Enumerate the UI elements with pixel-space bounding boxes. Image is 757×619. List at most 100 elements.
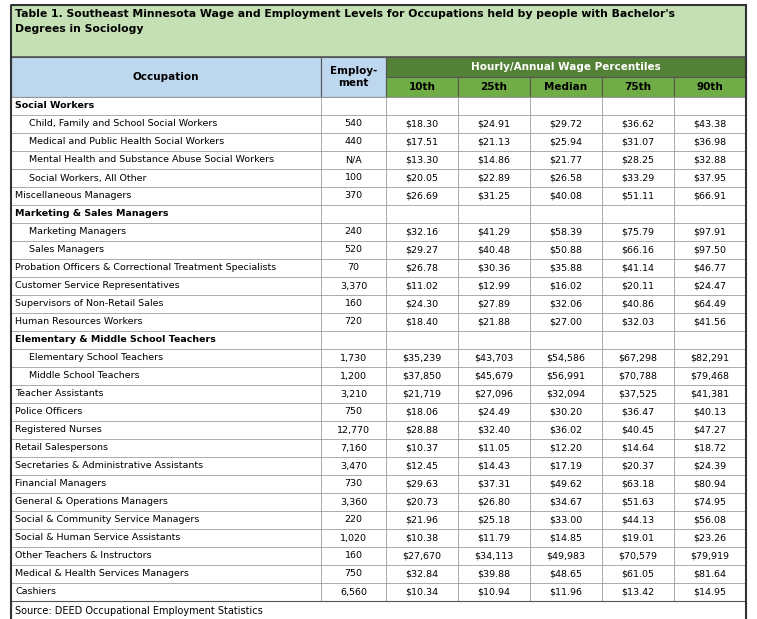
Bar [321, 151, 386, 169]
Text: $21.77: $21.77 [550, 155, 582, 165]
Bar [602, 475, 674, 493]
Bar [321, 565, 386, 583]
Bar [530, 493, 602, 511]
Bar [602, 583, 674, 601]
Bar [321, 313, 386, 331]
Text: Source: DEED Occupational Employment Statistics: Source: DEED Occupational Employment Sta… [15, 606, 263, 616]
Text: $44.13: $44.13 [621, 516, 655, 524]
Text: $14.86: $14.86 [478, 155, 510, 165]
Text: $24.49: $24.49 [478, 407, 510, 417]
Bar [530, 169, 602, 187]
Text: $27,096: $27,096 [475, 389, 513, 399]
Text: Social Workers, All Other: Social Workers, All Other [29, 173, 147, 183]
Bar [11, 421, 321, 439]
Bar [674, 475, 746, 493]
Text: $21.13: $21.13 [478, 137, 510, 147]
Text: Middle School Teachers: Middle School Teachers [29, 371, 139, 381]
Text: 90th: 90th [696, 82, 724, 92]
Text: $11.96: $11.96 [550, 587, 582, 597]
Text: 220: 220 [344, 516, 363, 524]
Text: $16.02: $16.02 [550, 282, 582, 290]
Bar [386, 349, 458, 367]
Bar [674, 493, 746, 511]
Text: $33.00: $33.00 [550, 516, 583, 524]
Bar [11, 493, 321, 511]
Bar [530, 547, 602, 565]
Text: $23.26: $23.26 [693, 534, 727, 542]
Text: $27.89: $27.89 [478, 300, 510, 308]
Text: N/A: N/A [345, 155, 362, 165]
Bar [386, 493, 458, 511]
Bar [674, 205, 746, 223]
Text: General & Operations Managers: General & Operations Managers [15, 498, 168, 506]
Text: $36.62: $36.62 [621, 119, 655, 129]
Bar [386, 529, 458, 547]
Bar [674, 403, 746, 421]
Bar [386, 187, 458, 205]
Bar [11, 151, 321, 169]
Bar [321, 349, 386, 367]
Text: Mental Health and Substance Abuse Social Workers: Mental Health and Substance Abuse Social… [29, 155, 274, 165]
Text: $25.18: $25.18 [478, 516, 510, 524]
Bar [386, 151, 458, 169]
Text: $79,919: $79,919 [690, 552, 730, 560]
Bar [530, 565, 602, 583]
Bar [602, 169, 674, 187]
Text: Cashiers: Cashiers [15, 587, 56, 597]
Text: Probation Officers & Correctional Treatment Specialists: Probation Officers & Correctional Treatm… [15, 264, 276, 272]
Text: 1,200: 1,200 [340, 371, 367, 381]
Text: $97.91: $97.91 [693, 228, 727, 236]
Text: $67,298: $67,298 [618, 353, 658, 363]
Bar [602, 205, 674, 223]
Bar [321, 547, 386, 565]
Text: $28.88: $28.88 [406, 425, 438, 435]
Bar [11, 205, 321, 223]
Bar [530, 77, 602, 97]
Text: 160: 160 [344, 552, 363, 560]
Bar [321, 457, 386, 475]
Bar [602, 133, 674, 151]
Text: $21,719: $21,719 [403, 389, 441, 399]
Bar [11, 295, 321, 313]
Text: $21.88: $21.88 [478, 318, 510, 326]
Bar [11, 57, 321, 97]
Bar [321, 367, 386, 385]
Text: $32.16: $32.16 [406, 228, 438, 236]
Text: Hourly/Annual Wage Percentiles: Hourly/Annual Wage Percentiles [471, 62, 661, 72]
Text: $24.91: $24.91 [478, 119, 510, 129]
Bar [674, 223, 746, 241]
Bar [674, 547, 746, 565]
Bar [11, 457, 321, 475]
Text: $97.50: $97.50 [693, 246, 727, 254]
Text: $10.34: $10.34 [406, 587, 438, 597]
Bar [11, 331, 321, 349]
Bar [11, 601, 746, 619]
Text: 1,020: 1,020 [340, 534, 367, 542]
Text: Other Teachers & Instructors: Other Teachers & Instructors [15, 552, 151, 560]
Bar [321, 439, 386, 457]
Text: 75th: 75th [625, 82, 652, 92]
Bar [674, 313, 746, 331]
Bar [674, 97, 746, 115]
Bar [321, 97, 386, 115]
Bar [602, 115, 674, 133]
Text: $32.06: $32.06 [550, 300, 583, 308]
Text: Degrees in Sociology: Degrees in Sociology [15, 24, 144, 34]
Text: Median: Median [544, 82, 587, 92]
Bar [458, 457, 530, 475]
Bar [386, 77, 458, 97]
Bar [386, 367, 458, 385]
Text: $30.36: $30.36 [478, 264, 511, 272]
Bar [458, 313, 530, 331]
Text: $14.64: $14.64 [621, 443, 655, 452]
Text: 540: 540 [344, 119, 363, 129]
Bar [530, 457, 602, 475]
Bar [11, 403, 321, 421]
Bar [11, 565, 321, 583]
Text: $14.85: $14.85 [550, 534, 582, 542]
Text: Social & Human Service Assistants: Social & Human Service Assistants [15, 534, 180, 542]
Bar [321, 223, 386, 241]
Text: $10.94: $10.94 [478, 587, 510, 597]
Bar [674, 187, 746, 205]
Text: $37,850: $37,850 [403, 371, 441, 381]
